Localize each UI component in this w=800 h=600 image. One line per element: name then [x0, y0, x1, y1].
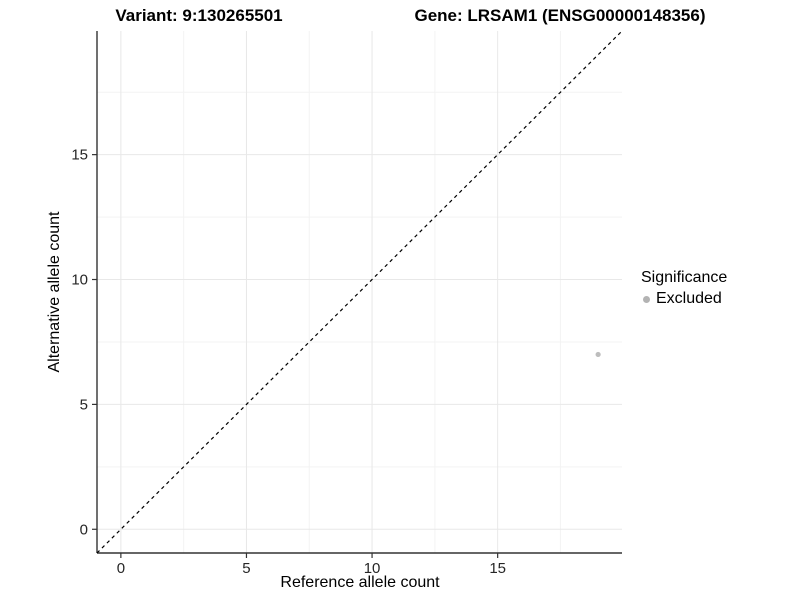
y-tick-label: 0	[80, 521, 88, 538]
y-tick-label: 10	[71, 272, 88, 289]
y-tick-label: 5	[80, 396, 88, 413]
y-tick-label: 15	[71, 147, 88, 164]
legend-title: Significance	[641, 269, 728, 286]
x-axis-title: Reference allele count	[280, 574, 440, 591]
gene-title: Gene: LRSAM1 (ENSG00000148356)	[414, 6, 706, 25]
legend-entry-label: Excluded	[656, 290, 722, 307]
y-axis-title: Alternative allele count	[46, 211, 63, 373]
identity-dashed-line	[96, 30, 623, 554]
x-tick-label: 5	[242, 560, 250, 577]
x-tick-label: 10	[364, 560, 381, 577]
legend-entry-excluded: Excluded	[641, 290, 727, 308]
legend: Significance Excluded	[641, 269, 727, 308]
x-tick-label: 0	[117, 560, 125, 577]
variant-title: Variant: 9:130265501	[115, 6, 283, 25]
legend-point-icon	[643, 295, 650, 303]
data-point	[595, 351, 601, 358]
x-tick-label: 15	[489, 560, 506, 577]
